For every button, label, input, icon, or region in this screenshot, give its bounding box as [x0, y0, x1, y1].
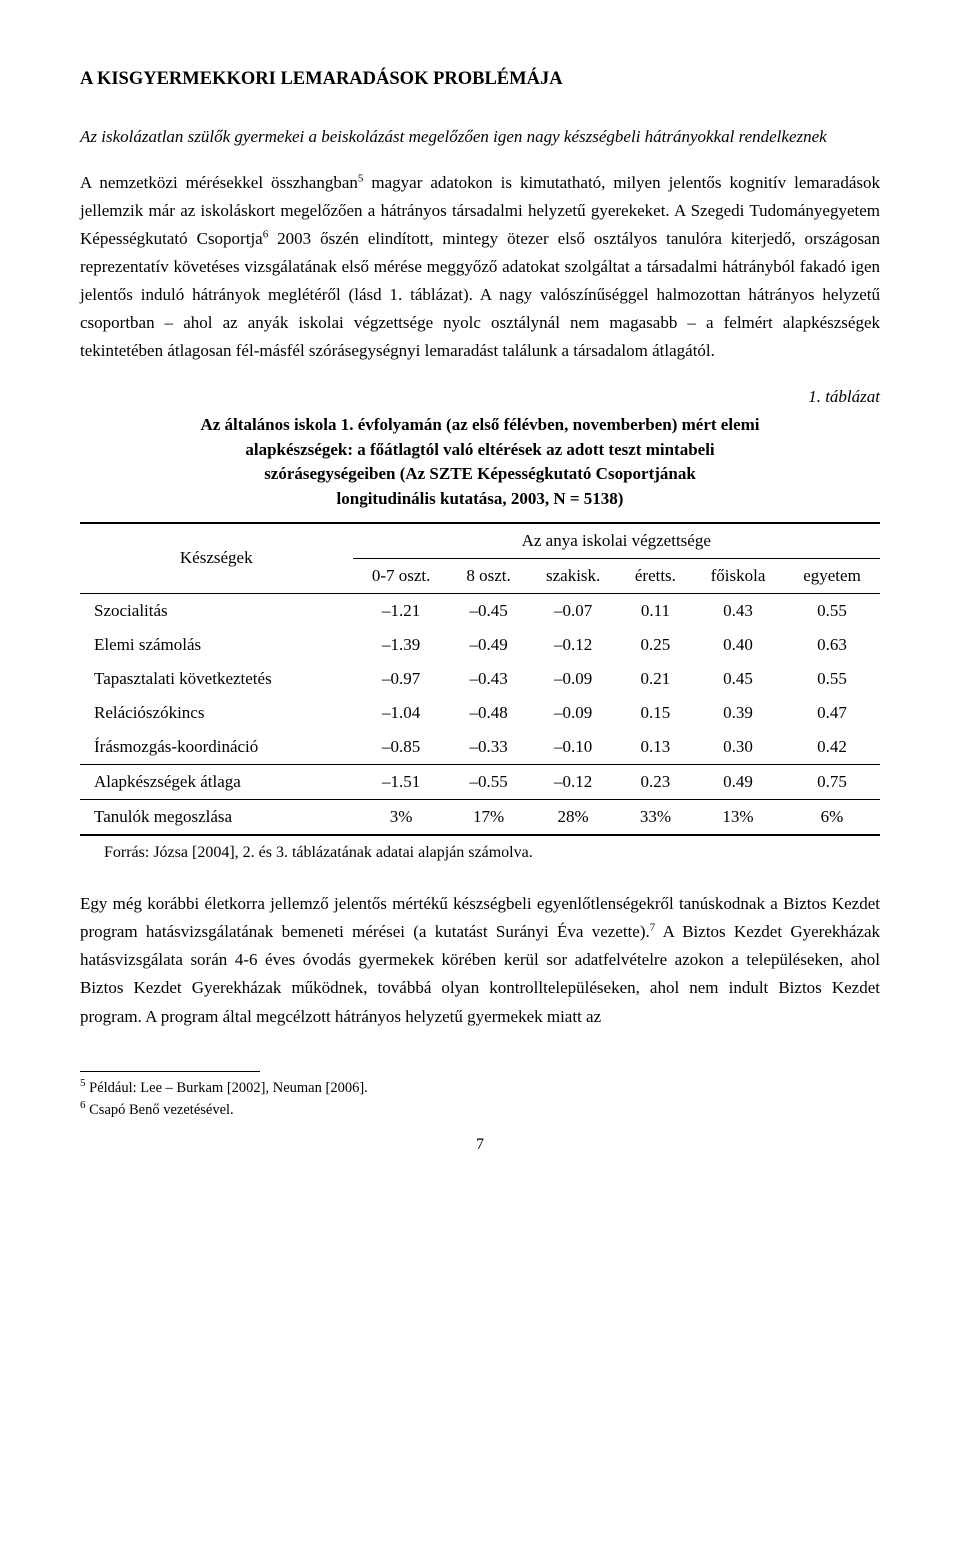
table-row: Elemi számolás –1.39 –0.49 –0.12 0.25 0.… [80, 628, 880, 662]
cell: 6% [784, 800, 880, 835]
table-row: Relációszókincs –1.04 –0.48 –0.09 0.15 0… [80, 696, 880, 730]
cell: 0.15 [619, 696, 692, 730]
cell: –0.48 [450, 696, 528, 730]
col-2: szakisk. [527, 558, 618, 593]
data-table: Készségek Az anya iskolai végzettsége 0-… [80, 522, 880, 836]
cell: –0.09 [527, 696, 618, 730]
footnote-6: 6 Csapó Benő vezetésével. [80, 1098, 880, 1120]
row-header: Készségek [80, 524, 353, 594]
cell: –1.39 [353, 628, 450, 662]
cell: 0.25 [619, 628, 692, 662]
cell: 17% [450, 800, 528, 835]
span-header: Az anya iskolai végzettsége [353, 524, 881, 559]
cell: 0.55 [784, 594, 880, 628]
cell: 3% [353, 800, 450, 835]
cell: 0.11 [619, 594, 692, 628]
table-title-line3: szórásegységeiben (Az SZTE Képességkutat… [264, 464, 696, 483]
row-label: Tapasztalati következtetés [80, 662, 353, 696]
table-row-dist: Tanulók megoszlása 3% 17% 28% 33% 13% 6% [80, 800, 880, 835]
table-row: Szocialitás –1.21 –0.45 –0.07 0.11 0.43 … [80, 594, 880, 628]
row-label: Írásmozgás-koordináció [80, 730, 353, 765]
page-number: 7 [80, 1132, 880, 1158]
cell: –1.51 [353, 765, 450, 800]
cell: –1.04 [353, 696, 450, 730]
row-label: Relációszókincs [80, 696, 353, 730]
table-row-avg: Alapkészségek átlaga –1.51 –0.55 –0.12 0… [80, 765, 880, 800]
col-5: egyetem [784, 558, 880, 593]
cell: 0.13 [619, 730, 692, 765]
cell: 0.40 [692, 628, 784, 662]
cell: –0.12 [527, 765, 618, 800]
table-title: Az általános iskola 1. évfolyamán (az el… [130, 413, 830, 512]
paragraph-1: A nemzetközi mérésekkel összhangban5 mag… [80, 169, 880, 365]
paragraph-2: Egy még korábbi életkorra jellemző jelen… [80, 890, 880, 1030]
col-1: 8 oszt. [450, 558, 528, 593]
lead-paragraph: Az iskolázatlan szülők gyermekei a beisk… [80, 123, 880, 151]
cell: –0.49 [450, 628, 528, 662]
cell: –0.97 [353, 662, 450, 696]
footnotes: 5 Például: Lee – Burkam [2002], Neuman [… [80, 1076, 880, 1120]
cell: 0.45 [692, 662, 784, 696]
cell: 0.23 [619, 765, 692, 800]
para1-c: 2003 őszén elindított, mintegy ötezer el… [80, 229, 880, 360]
cell: 0.49 [692, 765, 784, 800]
cell: 0.21 [619, 662, 692, 696]
row-label: Elemi számolás [80, 628, 353, 662]
table-row: Tapasztalati következtetés –0.97 –0.43 –… [80, 662, 880, 696]
row-label: Tanulók megoszlása [80, 800, 353, 835]
cell: –1.21 [353, 594, 450, 628]
cell: 33% [619, 800, 692, 835]
cell: –0.43 [450, 662, 528, 696]
table-title-line2: alapkészségek: a főátlagtól való eltérés… [245, 440, 714, 459]
cell: –0.55 [450, 765, 528, 800]
cell: 0.42 [784, 730, 880, 765]
cell: 0.47 [784, 696, 880, 730]
cell: 0.55 [784, 662, 880, 696]
cell: –0.85 [353, 730, 450, 765]
cell: 13% [692, 800, 784, 835]
table-row: Írásmozgás-koordináció –0.85 –0.33 –0.10… [80, 730, 880, 765]
cell: 0.30 [692, 730, 784, 765]
cell: –0.45 [450, 594, 528, 628]
section-title: A KISGYERMEKKORI LEMARADÁSOK PROBLÉMÁJA [80, 64, 880, 95]
table-title-line4: longitudinális kutatása, 2003, N = 5138) [337, 489, 624, 508]
cell: –0.09 [527, 662, 618, 696]
cell: 0.39 [692, 696, 784, 730]
cell: –0.12 [527, 628, 618, 662]
table-caption: 1. táblázat [80, 383, 880, 411]
footnote-separator [80, 1071, 260, 1072]
col-3: éretts. [619, 558, 692, 593]
col-0: 0-7 oszt. [353, 558, 450, 593]
cell: 0.63 [784, 628, 880, 662]
table-title-line1: Az általános iskola 1. évfolyamán (az el… [200, 415, 759, 434]
col-4: főiskola [692, 558, 784, 593]
cell: 0.43 [692, 594, 784, 628]
row-label: Alapkészségek átlaga [80, 765, 353, 800]
para1-a: A nemzetközi mérésekkel összhangban [80, 173, 358, 192]
footnote-5: 5 Például: Lee – Burkam [2002], Neuman [… [80, 1076, 880, 1098]
cell: –0.10 [527, 730, 618, 765]
cell: 28% [527, 800, 618, 835]
cell: 0.75 [784, 765, 880, 800]
cell: –0.33 [450, 730, 528, 765]
row-label: Szocialitás [80, 594, 353, 628]
cell: –0.07 [527, 594, 618, 628]
table-source-note: Forrás: Józsa [2004], 2. és 3. táblázatá… [80, 840, 880, 866]
